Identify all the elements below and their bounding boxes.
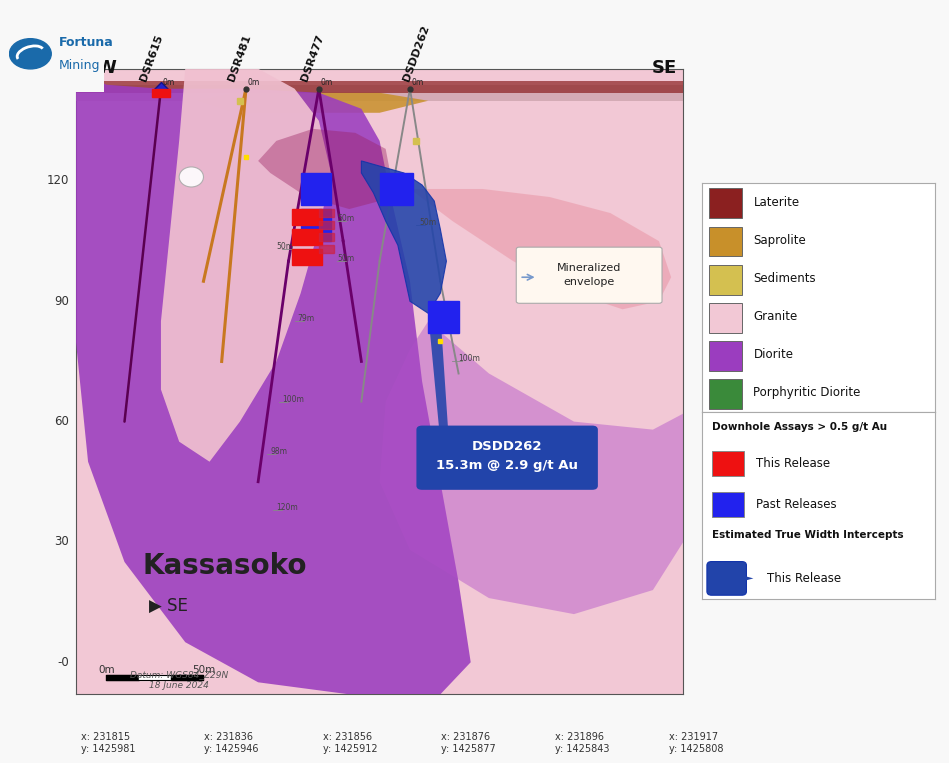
Bar bbox=[709, 265, 742, 295]
Polygon shape bbox=[76, 81, 683, 93]
Text: -0: -0 bbox=[57, 655, 68, 668]
Text: 30: 30 bbox=[54, 536, 68, 549]
Text: 90: 90 bbox=[54, 295, 68, 307]
Text: 0m: 0m bbox=[412, 78, 424, 87]
Text: SE: SE bbox=[652, 59, 678, 77]
Text: 60: 60 bbox=[54, 415, 68, 428]
Text: Porphyritic Diorite: Porphyritic Diorite bbox=[754, 386, 861, 400]
Text: DSR477: DSR477 bbox=[300, 33, 326, 82]
Text: x: 231917
y: 1425808: x: 231917 y: 1425808 bbox=[669, 732, 723, 754]
Polygon shape bbox=[301, 209, 331, 241]
Text: Mineralized
envelope: Mineralized envelope bbox=[557, 263, 622, 287]
Circle shape bbox=[9, 39, 51, 69]
Text: Estimated True Width Intercepts: Estimated True Width Intercepts bbox=[712, 530, 903, 539]
Bar bbox=[709, 379, 742, 409]
Polygon shape bbox=[319, 209, 334, 217]
Text: DSDD262: DSDD262 bbox=[401, 24, 431, 82]
Text: 100m: 100m bbox=[283, 394, 305, 404]
Text: DSR481: DSR481 bbox=[227, 33, 253, 82]
Bar bbox=[709, 341, 742, 371]
Polygon shape bbox=[319, 221, 334, 229]
Bar bbox=[709, 227, 742, 256]
Text: 50m: 50m bbox=[419, 218, 437, 227]
Polygon shape bbox=[76, 69, 471, 694]
Text: This Release: This Release bbox=[755, 457, 829, 470]
Text: x: 231896
y: 1425843: x: 231896 y: 1425843 bbox=[555, 732, 609, 754]
Polygon shape bbox=[139, 675, 171, 681]
Text: x: 231836
y: 1425946: x: 231836 y: 1425946 bbox=[204, 732, 258, 754]
Polygon shape bbox=[171, 675, 203, 681]
Polygon shape bbox=[301, 173, 331, 205]
Text: This Release: This Release bbox=[768, 572, 842, 585]
Text: Fortuna: Fortuna bbox=[59, 36, 114, 49]
Polygon shape bbox=[291, 229, 322, 245]
Text: x: 231815
y: 1425981: x: 231815 y: 1425981 bbox=[81, 732, 135, 754]
Polygon shape bbox=[161, 69, 331, 462]
Polygon shape bbox=[319, 245, 334, 253]
Ellipse shape bbox=[179, 167, 203, 187]
FancyBboxPatch shape bbox=[418, 427, 597, 489]
Polygon shape bbox=[319, 233, 334, 241]
Polygon shape bbox=[76, 85, 683, 101]
Text: 120m: 120m bbox=[276, 503, 298, 512]
Text: Datum: WGS84_Z29N
18 June 2024: Datum: WGS84_Z29N 18 June 2024 bbox=[130, 670, 229, 690]
Polygon shape bbox=[197, 93, 428, 113]
Text: 98m: 98m bbox=[270, 446, 288, 456]
Text: Past Releases: Past Releases bbox=[755, 498, 836, 511]
Bar bbox=[712, 451, 744, 475]
Text: Mining: Mining bbox=[59, 59, 101, 72]
Polygon shape bbox=[291, 209, 322, 225]
Text: DSR615: DSR615 bbox=[139, 34, 165, 82]
Text: 0m: 0m bbox=[98, 665, 115, 675]
Text: 50m: 50m bbox=[192, 665, 215, 675]
Text: 0m: 0m bbox=[163, 78, 175, 87]
FancyBboxPatch shape bbox=[707, 562, 747, 595]
Text: Diorite: Diorite bbox=[754, 348, 793, 362]
Text: 0m: 0m bbox=[248, 78, 260, 87]
Text: 120: 120 bbox=[47, 175, 68, 188]
Text: Saprolite: Saprolite bbox=[754, 233, 806, 247]
FancyArrow shape bbox=[733, 573, 754, 584]
Polygon shape bbox=[106, 675, 139, 681]
Text: NW: NW bbox=[82, 59, 117, 77]
Polygon shape bbox=[380, 321, 683, 614]
Bar bbox=[709, 188, 742, 218]
Bar bbox=[709, 303, 742, 333]
Text: 0m: 0m bbox=[321, 78, 333, 87]
Text: DSDD262
15.3m @ 2.9 g/t Au: DSDD262 15.3m @ 2.9 g/t Au bbox=[437, 439, 578, 472]
Polygon shape bbox=[428, 301, 458, 333]
Polygon shape bbox=[380, 173, 413, 205]
Text: 50m: 50m bbox=[337, 254, 354, 263]
Text: 50m: 50m bbox=[276, 242, 293, 251]
FancyBboxPatch shape bbox=[516, 247, 662, 304]
Polygon shape bbox=[258, 129, 392, 209]
Polygon shape bbox=[291, 250, 322, 266]
Text: Downhole Assays > 0.5 g/t Au: Downhole Assays > 0.5 g/t Au bbox=[712, 422, 886, 433]
Text: 100m: 100m bbox=[458, 355, 480, 363]
Text: Sediments: Sediments bbox=[754, 272, 816, 285]
Text: ▶ SE: ▶ SE bbox=[149, 597, 188, 615]
Text: Granite: Granite bbox=[754, 310, 798, 324]
Text: x: 231876
y: 1425877: x: 231876 y: 1425877 bbox=[441, 732, 496, 754]
Polygon shape bbox=[410, 189, 671, 309]
Text: Laterite: Laterite bbox=[754, 195, 800, 209]
Polygon shape bbox=[76, 69, 683, 694]
Text: 50m: 50m bbox=[337, 214, 354, 223]
Text: 79m: 79m bbox=[298, 314, 315, 324]
Text: x: 231856
y: 1425912: x: 231856 y: 1425912 bbox=[323, 732, 378, 754]
Polygon shape bbox=[428, 314, 450, 449]
Bar bbox=[712, 492, 744, 517]
Text: Kassasoko: Kassasoko bbox=[142, 552, 307, 580]
Polygon shape bbox=[152, 89, 170, 97]
Polygon shape bbox=[362, 161, 446, 314]
